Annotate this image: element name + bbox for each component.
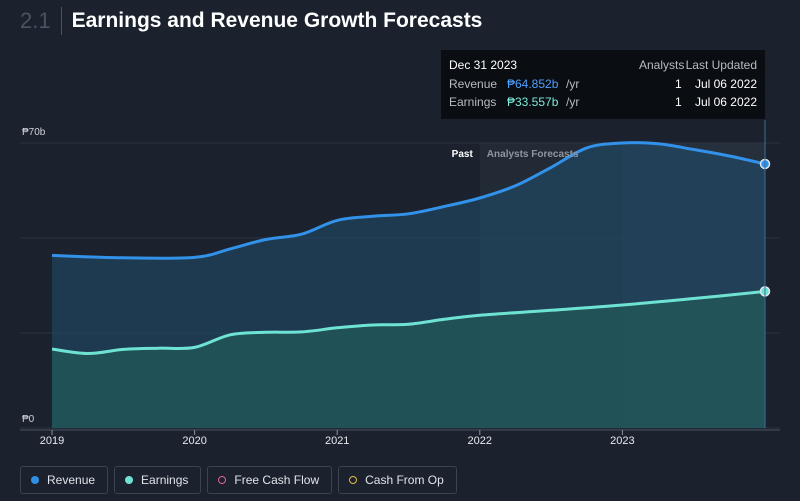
x-tick-label: 2019 <box>40 435 64 447</box>
legend-free-cash-flow-button[interactable]: Free Cash Flow <box>207 466 333 494</box>
chart-title: Earnings and Revenue Growth Forecasts <box>71 9 483 32</box>
earnings-dot-icon <box>125 476 134 484</box>
x-tick-label: 2020 <box>182 435 206 447</box>
chart-legend: Revenue Earnings Free Cash Flow Cash Fro… <box>20 466 457 494</box>
past-label: Past <box>452 149 474 160</box>
earnings-line <box>51 289 766 356</box>
earnings-area <box>52 291 765 428</box>
legend-revenue-button[interactable]: Revenue <box>20 466 109 494</box>
legend-label: Cash From Op <box>365 473 444 487</box>
free-cash-flow-ring-icon <box>218 476 227 484</box>
legend-label: Revenue <box>47 473 96 487</box>
tooltip-value: ₱64.852b <box>507 77 559 91</box>
tooltip-col-analysts: Analysts <box>639 58 685 72</box>
tooltip-analysts: 1 <box>675 77 682 91</box>
tooltip-row-earnings: Earnings ₱33.557b /yr 1 Jul 06 2022 <box>449 95 757 113</box>
tooltip-unit: /yr <box>566 95 580 109</box>
tooltip-analysts: 1 <box>675 95 682 109</box>
legend-label: Earnings <box>141 473 189 487</box>
tooltip-label: Revenue <box>449 77 498 91</box>
tooltip-col-updated: Last Updated <box>685 58 757 72</box>
tooltip-row-revenue: Revenue ₱64.852b /yr 1 Jul 06 2022 <box>449 77 757 95</box>
x-tick-label: 2021 <box>325 435 349 447</box>
header-divider <box>60 7 62 35</box>
y-tick-label: ₱70b <box>22 127 46 138</box>
revenue-line <box>51 141 766 260</box>
y-tick-label: ₱0 <box>22 414 35 425</box>
revenue-dot-icon <box>31 476 39 484</box>
hover-tooltip: Dec 31 2023 Analysts Last Updated Revenu… <box>441 50 765 119</box>
x-tick-label: 2023 <box>610 435 634 447</box>
x-tick-label: 2022 <box>468 435 492 447</box>
tooltip-updated: Jul 06 2022 <box>694 95 757 109</box>
tooltip-header-row: Dec 31 2023 Analysts Last Updated <box>449 58 757 76</box>
section-number: 2.1 <box>20 8 51 33</box>
chart-header: 2.1 Earnings and Revenue Growth Forecast… <box>20 6 482 36</box>
tooltip-value: ₱33.557b <box>507 95 559 109</box>
cash-from-op-ring-icon <box>349 476 358 484</box>
legend-label: Free Cash Flow <box>234 473 320 487</box>
tooltip-unit: /yr <box>566 77 580 91</box>
tooltip-updated: Jul 06 2022 <box>694 77 757 91</box>
legend-earnings-button[interactable]: Earnings <box>114 466 202 494</box>
tooltip-date: Dec 31 2023 <box>449 58 518 72</box>
legend-cash-from-op-button[interactable]: Cash From Op <box>338 466 457 494</box>
forecast-label: Analysts Forecasts <box>487 149 579 160</box>
tooltip-label: Earnings <box>449 95 497 109</box>
